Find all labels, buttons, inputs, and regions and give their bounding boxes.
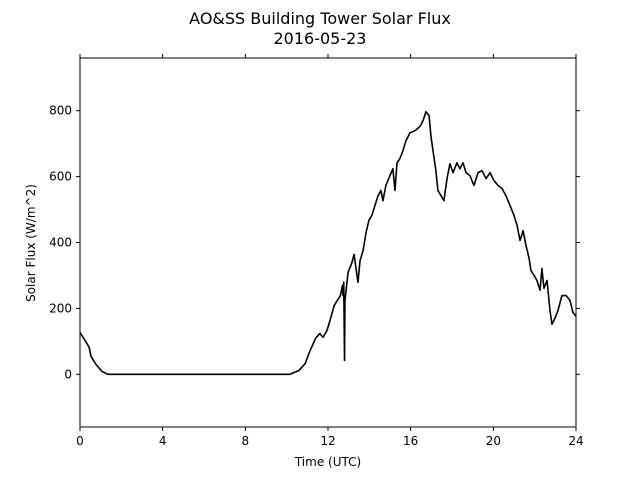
x-tick-label: 20 <box>486 434 501 448</box>
y-tick-label: 600 <box>49 170 72 184</box>
x-tick-label: 4 <box>159 434 167 448</box>
plot-frame <box>79 57 577 428</box>
x-tick-label: 24 <box>568 434 583 448</box>
x-axis-label: Time (UTC) <box>294 455 361 469</box>
x-tick-label: 12 <box>320 434 335 448</box>
x-tick-label: 8 <box>242 434 250 448</box>
x-tick-label: 0 <box>76 434 84 448</box>
chart-title: AO&SS Building Tower Solar Flux <box>189 9 451 28</box>
y-axis-label: Solar Flux (W/m^2) <box>24 184 38 302</box>
y-tick-label: 200 <box>49 301 72 315</box>
x-tick-label: 16 <box>403 434 418 448</box>
chart-subtitle: 2016-05-23 <box>274 29 367 48</box>
y-tick-label: 0 <box>64 367 72 381</box>
data-line <box>79 110 577 376</box>
y-tick-label: 400 <box>49 236 72 250</box>
y-tick-label: 800 <box>49 104 72 118</box>
